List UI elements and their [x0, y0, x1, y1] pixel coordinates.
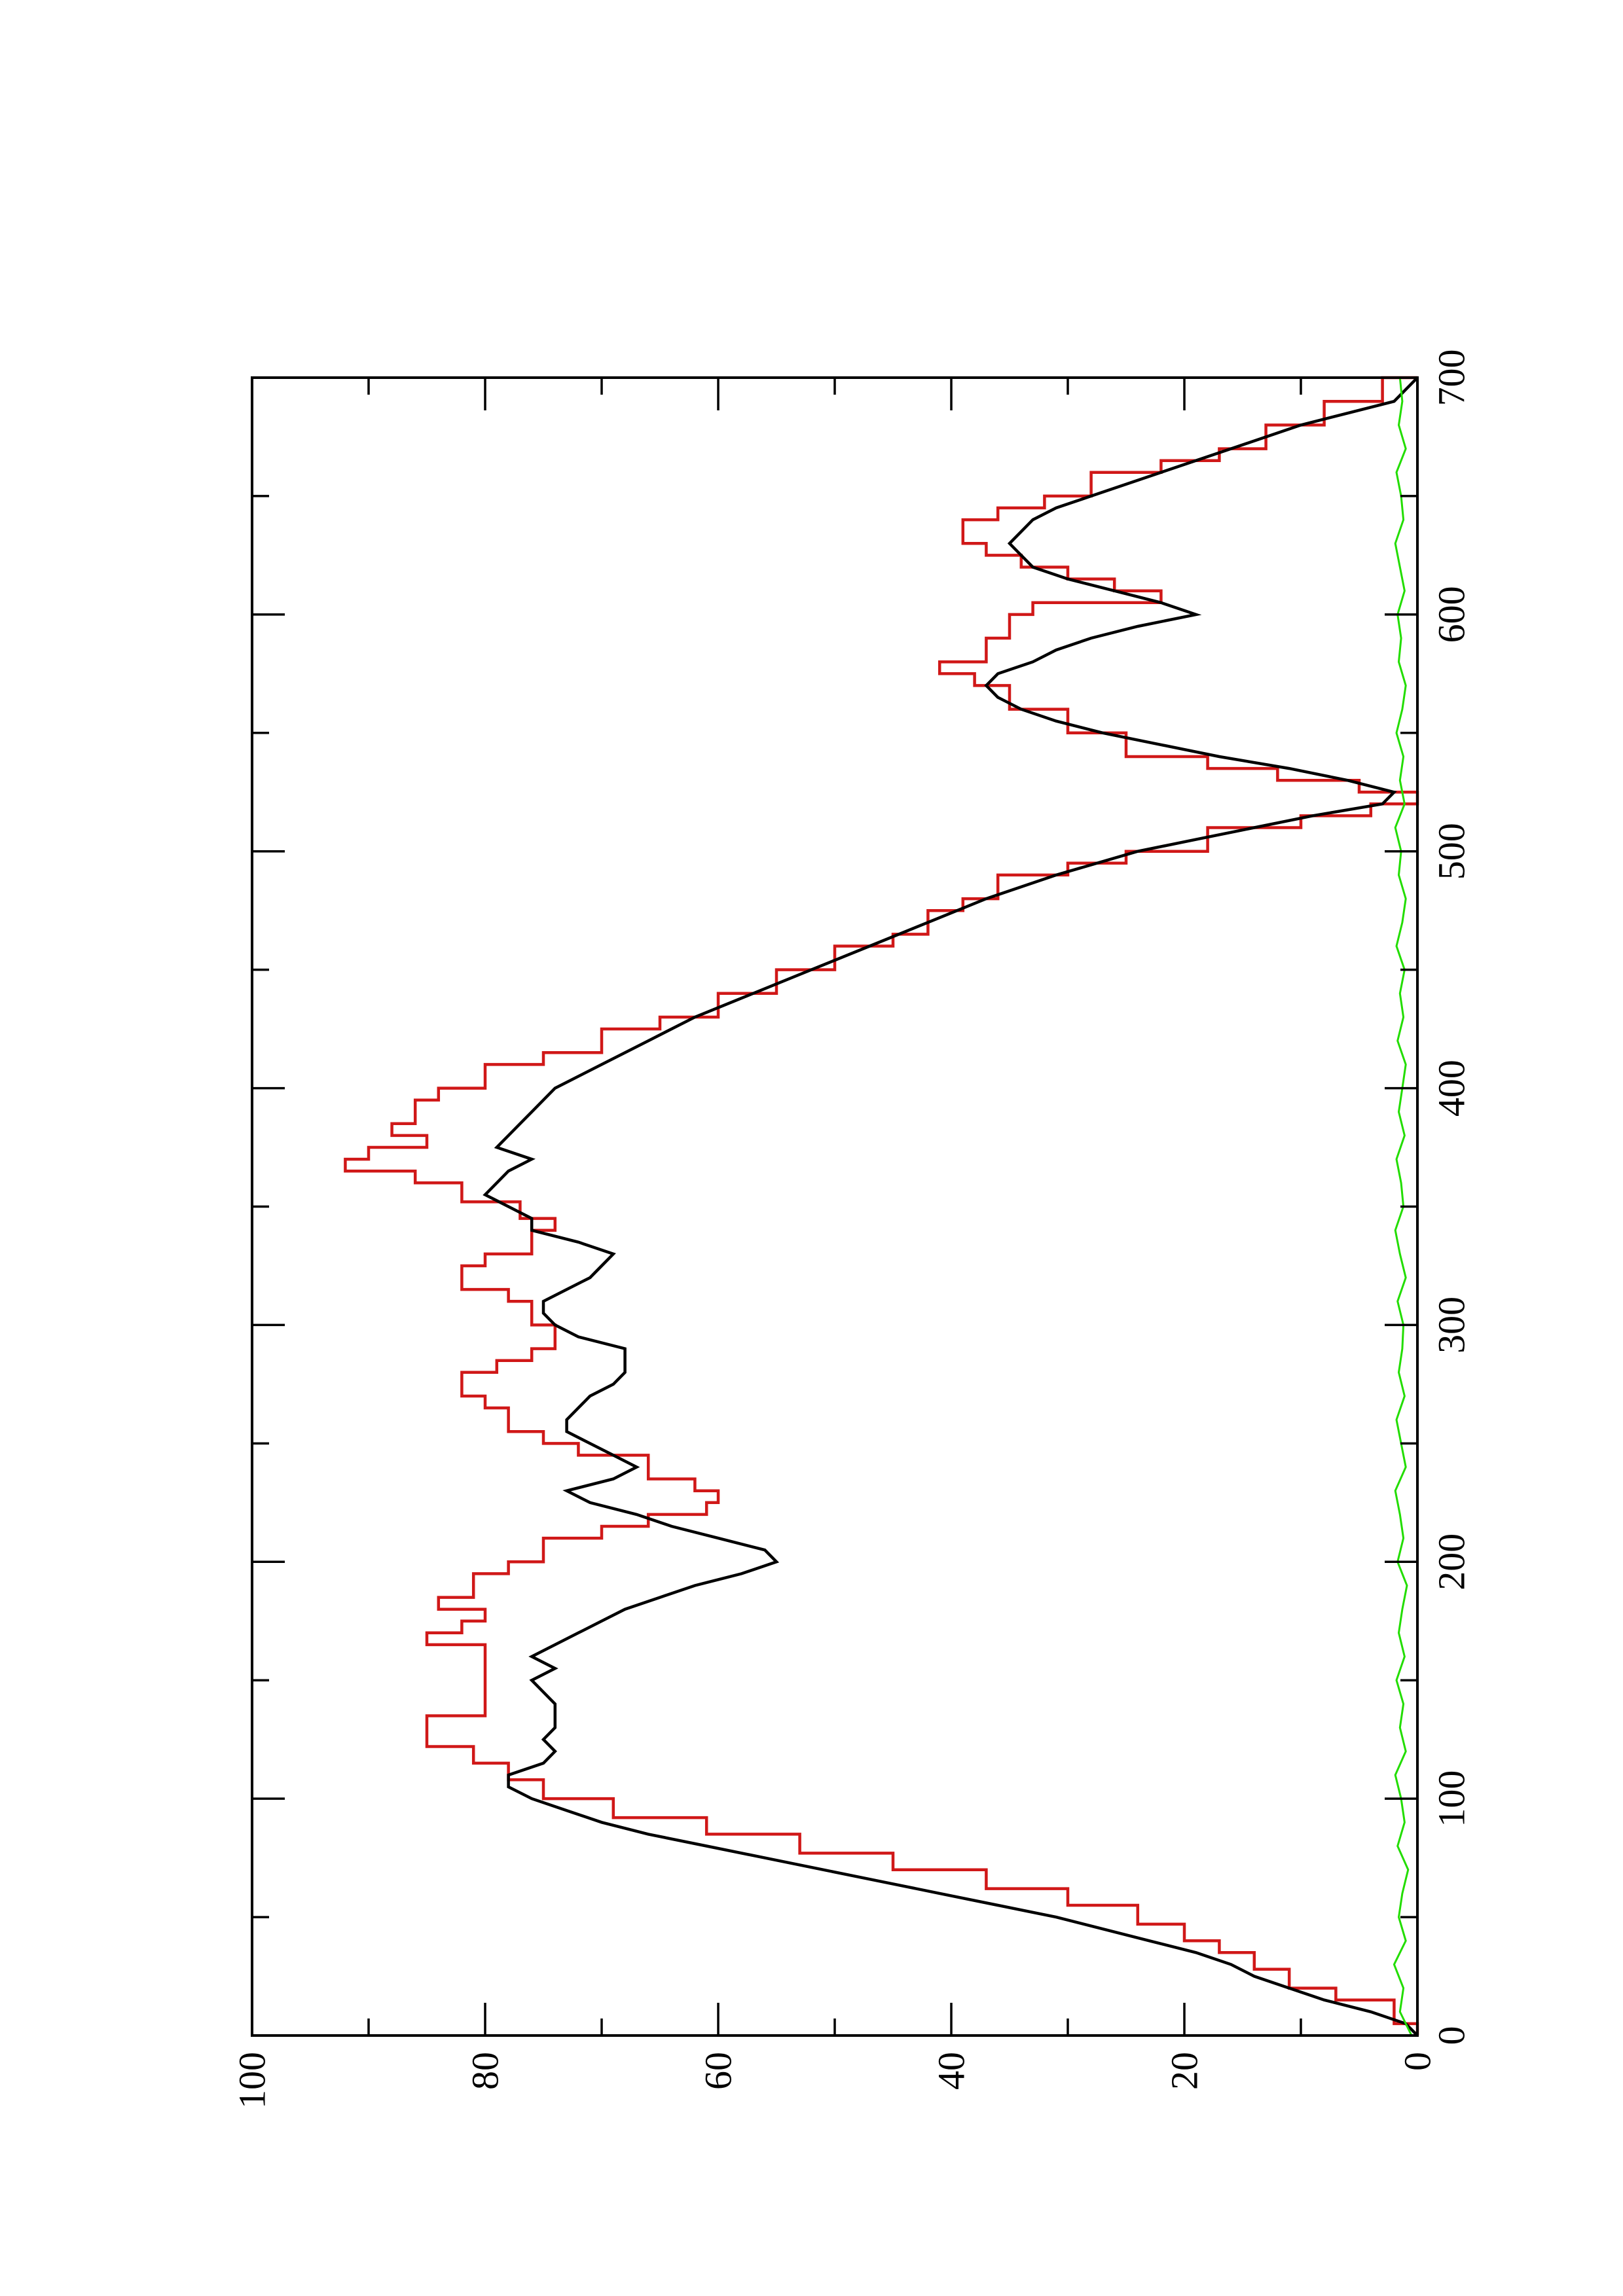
y-tick-label: 20	[1163, 2052, 1206, 2090]
y-tick-label: 100	[231, 2052, 274, 2109]
x-tick-label: 700	[1431, 350, 1473, 406]
series-line-2	[483, 376, 1419, 2037]
ticks-layer	[251, 376, 1419, 2037]
x-tick-label: 400	[1431, 1060, 1473, 1117]
plot-frame	[251, 376, 1419, 2037]
series-layer	[344, 376, 1419, 2037]
x-tick-label: 100	[1431, 1770, 1473, 1827]
x-tick-label: 0	[1431, 2026, 1473, 2045]
y-tick-label: 80	[464, 2052, 507, 2090]
y-tick-label: 60	[697, 2052, 740, 2090]
x-tick-label: 500	[1431, 823, 1473, 880]
y-tick-label: 40	[930, 2052, 973, 2090]
x-tick-label: 300	[1431, 1297, 1473, 1354]
tick-labels: 0 100 200 300 400 500 600 700 0 20 40 60 80 100	[231, 350, 1473, 2109]
x-tick-label: 600	[1431, 586, 1473, 643]
series-line-1	[344, 376, 1419, 2036]
x-tick-label: 200	[1431, 1534, 1473, 1590]
y-tick-label: 0	[1396, 2052, 1439, 2071]
